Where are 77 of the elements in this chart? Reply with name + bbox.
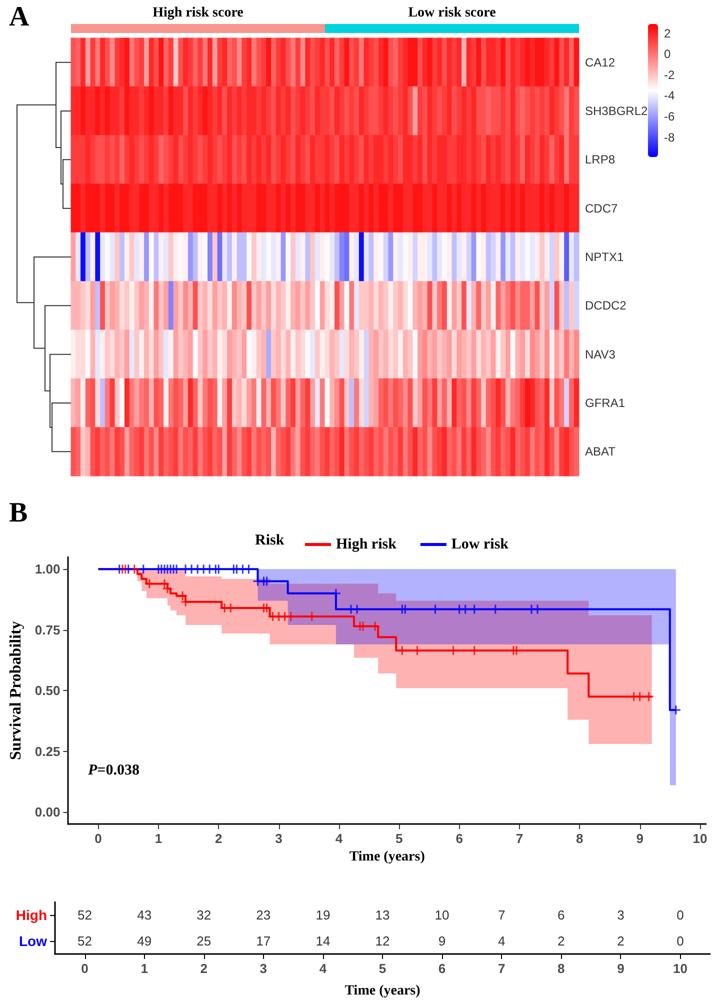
x-tick-label: 5 — [396, 831, 403, 846]
y-tick-label: GFRA1 — [585, 396, 626, 410]
x-tick-label: 3 — [260, 961, 268, 976]
chart-title: A — [9, 2, 30, 32]
x-tick-label: 7 — [516, 831, 524, 846]
y-tick-label: NPTX1 — [585, 250, 624, 264]
x-axis-title: Time (years) — [349, 850, 426, 864]
y-tick-label: Low — [19, 933, 48, 949]
data-label: 0 — [676, 934, 684, 948]
data-label: 19 — [316, 908, 330, 922]
x-tick-label: 10 — [672, 961, 688, 976]
x-tick-label: 4 — [335, 831, 344, 846]
data-label: 6 — [558, 908, 565, 922]
color-bar-label: 0 — [664, 47, 671, 62]
y-tick-label: 1.00 — [34, 562, 60, 577]
y-tick-label: LRP8 — [585, 152, 616, 167]
data-label: 52 — [78, 934, 92, 948]
legend-title: Risk — [255, 532, 285, 548]
data-label: 32 — [196, 908, 212, 922]
data-label: 23 — [256, 908, 271, 922]
x-tick-label: 10 — [692, 831, 708, 846]
x-tick-label: 9 — [617, 961, 624, 976]
x-tick-label: 1 — [140, 961, 148, 976]
x-tick-label: 8 — [558, 961, 565, 976]
y-tick-label: ABAT — [585, 444, 616, 459]
y-tick-label: 0.00 — [34, 804, 60, 820]
data-label: 2 — [617, 934, 624, 948]
color-bar-label: -4 — [664, 88, 675, 103]
x-tick-label: 6 — [438, 961, 446, 976]
x-axis-title: Time (years) — [344, 984, 421, 998]
data-label: 43 — [137, 908, 152, 922]
x-tick-label: 4 — [319, 961, 328, 976]
x-tick-label: 7 — [498, 961, 506, 976]
data-label: 10 — [434, 908, 450, 922]
data-label: 7 — [498, 908, 506, 922]
color-bar-label: 2 — [664, 26, 671, 40]
x-tick-label: 0 — [81, 961, 88, 976]
x-tick-label: 3 — [275, 831, 282, 846]
data-label: 0 — [676, 908, 684, 922]
y-tick-label: CDC7 — [585, 201, 618, 216]
data-label: 17 — [256, 934, 271, 948]
y-tick-label: High — [16, 907, 47, 923]
y-tick-label: DCDC2 — [585, 298, 627, 313]
annotation: P=0.038 — [88, 762, 140, 778]
x-tick-label: 8 — [576, 831, 584, 846]
x-tick-label: 1 — [154, 831, 162, 846]
chart-title: B — [9, 498, 28, 528]
text: High risk score — [152, 6, 244, 20]
color-bar-label: -6 — [664, 110, 675, 124]
data-label: 2 — [558, 934, 565, 948]
data-label: 52 — [78, 908, 92, 922]
x-tick-label: 2 — [200, 961, 208, 976]
data-label: 49 — [137, 934, 152, 948]
text: Low risk score — [408, 6, 496, 20]
data-label: 13 — [375, 908, 390, 922]
y-tick-label: SH3BGRL2 — [585, 104, 648, 118]
y-tick-label: 0.25 — [34, 744, 60, 759]
data-label: 4 — [498, 934, 506, 948]
x-tick-label: 6 — [456, 831, 463, 846]
x-tick-label: 2 — [215, 831, 222, 846]
data-label: 14 — [316, 934, 330, 948]
color-bar-label: -2 — [664, 68, 675, 82]
x-tick-label: 5 — [378, 961, 386, 976]
y-tick-label: CA12 — [585, 55, 616, 70]
data-label: 3 — [617, 908, 624, 922]
legend-label: Low risk — [451, 536, 510, 552]
y-tick-label: NAV3 — [585, 347, 616, 362]
data-label: 25 — [196, 934, 212, 948]
color-bar-label: -8 — [664, 130, 675, 144]
legend-label: High risk — [336, 536, 398, 552]
y-tick-label: 0.75 — [34, 622, 60, 638]
y-axis-title: Survival Probability — [8, 621, 24, 760]
data-label: 9 — [438, 934, 446, 948]
x-tick-label: 9 — [636, 831, 644, 846]
y-tick-label: 0.50 — [34, 683, 60, 698]
x-tick-label: 0 — [94, 831, 102, 846]
data-label: 12 — [375, 934, 390, 948]
